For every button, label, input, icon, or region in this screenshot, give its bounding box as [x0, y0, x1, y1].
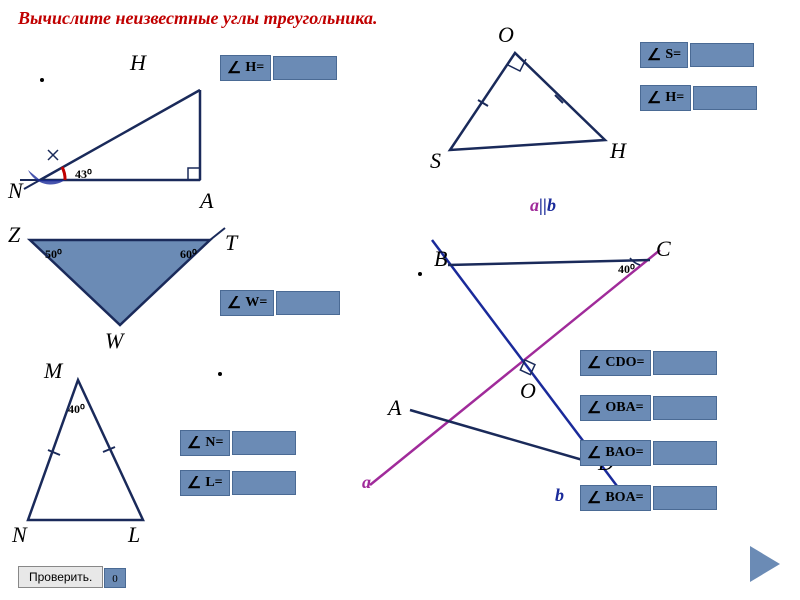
label-Z: Z: [8, 222, 20, 248]
label-N: N: [8, 178, 23, 204]
answer-BOA: ∠BOA=: [580, 485, 717, 511]
next-arrow-icon[interactable]: [750, 546, 780, 582]
answer-input-W[interactable]: [276, 291, 340, 315]
angle-pill-L: ∠L=: [180, 470, 230, 496]
answer-input-OBA[interactable]: [653, 396, 717, 420]
answer-input-N[interactable]: [232, 431, 296, 455]
answer-OBA: ∠OBA=: [580, 395, 717, 421]
label-H1: H: [130, 50, 146, 76]
angle-pill-W: ∠W=: [220, 290, 274, 316]
angle-40-C: 40⁰: [618, 262, 635, 277]
label-S: S: [430, 148, 441, 174]
label-O2: O: [520, 378, 536, 404]
answer-input-S[interactable]: [690, 43, 754, 67]
angle-pill-H2: ∠H=: [640, 85, 691, 111]
answer-N: ∠N=: [180, 430, 296, 456]
label-a: a: [362, 472, 371, 493]
triangle-ztw: [10, 220, 240, 340]
counter: 0: [104, 568, 126, 588]
label-L: L: [128, 522, 140, 548]
label-C: C: [656, 236, 671, 262]
answer-input-BAO[interactable]: [653, 441, 717, 465]
dot: [40, 78, 44, 82]
check-button[interactable]: Проверить.: [18, 566, 103, 588]
angle-pill-N: ∠N=: [180, 430, 230, 456]
label-b: b: [555, 485, 564, 506]
triangle-soh: [420, 35, 620, 165]
angle-pill-CDO: ∠CDO=: [580, 350, 651, 376]
angle-50: 50⁰: [45, 247, 62, 262]
label-N2: N: [12, 522, 27, 548]
angle-pill-H: ∠H=: [220, 55, 271, 81]
angle-40: 40⁰: [68, 402, 85, 417]
label-W: W: [105, 328, 123, 354]
angle-pill-S: ∠S=: [640, 42, 688, 68]
label-A2: A: [388, 395, 401, 421]
angle-pill-BOA: ∠BOA=: [580, 485, 651, 511]
page-title: Вычислите неизвестные углы треугольника.: [18, 8, 377, 29]
answer-H-soh: ∠H=: [640, 85, 757, 111]
title-text: Вычислите неизвестные углы треугольника.: [18, 8, 377, 28]
answer-BAO: ∠BAO=: [580, 440, 717, 466]
angle-pill-OBA: ∠OBA=: [580, 395, 651, 421]
answer-L: ∠L=: [180, 470, 296, 496]
angle-60: 60⁰: [180, 247, 197, 262]
answer-input-L[interactable]: [232, 471, 296, 495]
angle-pill-BAO: ∠BAO=: [580, 440, 651, 466]
label-A: A: [200, 188, 213, 214]
triangle-mnl: [8, 370, 168, 540]
label-T: T: [225, 230, 237, 256]
label-B: B: [434, 246, 447, 272]
answer-input-CDO[interactable]: [653, 351, 717, 375]
answer-W: ∠W=: [220, 290, 340, 316]
answer-H-nha: ∠H=: [220, 55, 337, 81]
label-H2: H: [610, 138, 626, 164]
answer-CDO: ∠CDO=: [580, 350, 717, 376]
answer-input-H[interactable]: [273, 56, 337, 80]
answer-S: ∠S=: [640, 42, 754, 68]
dot: [218, 372, 222, 376]
answer-input-BOA[interactable]: [653, 486, 717, 510]
label-O: O: [498, 22, 514, 48]
angle-43: 43⁰: [75, 167, 92, 182]
label-M: M: [44, 358, 62, 384]
dot: [418, 272, 422, 276]
answer-input-H2[interactable]: [693, 86, 757, 110]
